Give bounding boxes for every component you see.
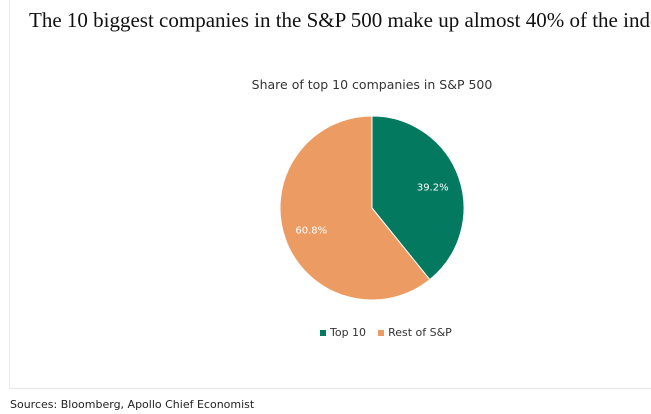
source-note: Sources: Bloomberg, Apollo Chief Economi… <box>10 398 255 411</box>
data-label: 60.8% <box>295 225 327 236</box>
chart-frame <box>9 0 651 389</box>
legend-swatch <box>378 330 385 336</box>
pie-slice-1 <box>371 115 465 281</box>
legend-item-rest: Rest of S&P <box>378 326 452 339</box>
legend-label: Rest of S&P <box>388 326 452 339</box>
legend: Top 10 Rest of S&P <box>320 326 452 339</box>
legend-label: Top 10 <box>330 326 367 339</box>
chart-title: Share of top 10 companies in S&P 500 <box>251 77 493 92</box>
pie-slice-2 <box>279 115 431 301</box>
headline: The 10 biggest companies in the S&P 500 … <box>29 8 651 32</box>
legend-item-top10: Top 10 <box>320 326 366 339</box>
data-label: 39.2% <box>417 183 449 194</box>
legend-swatch <box>320 330 326 336</box>
